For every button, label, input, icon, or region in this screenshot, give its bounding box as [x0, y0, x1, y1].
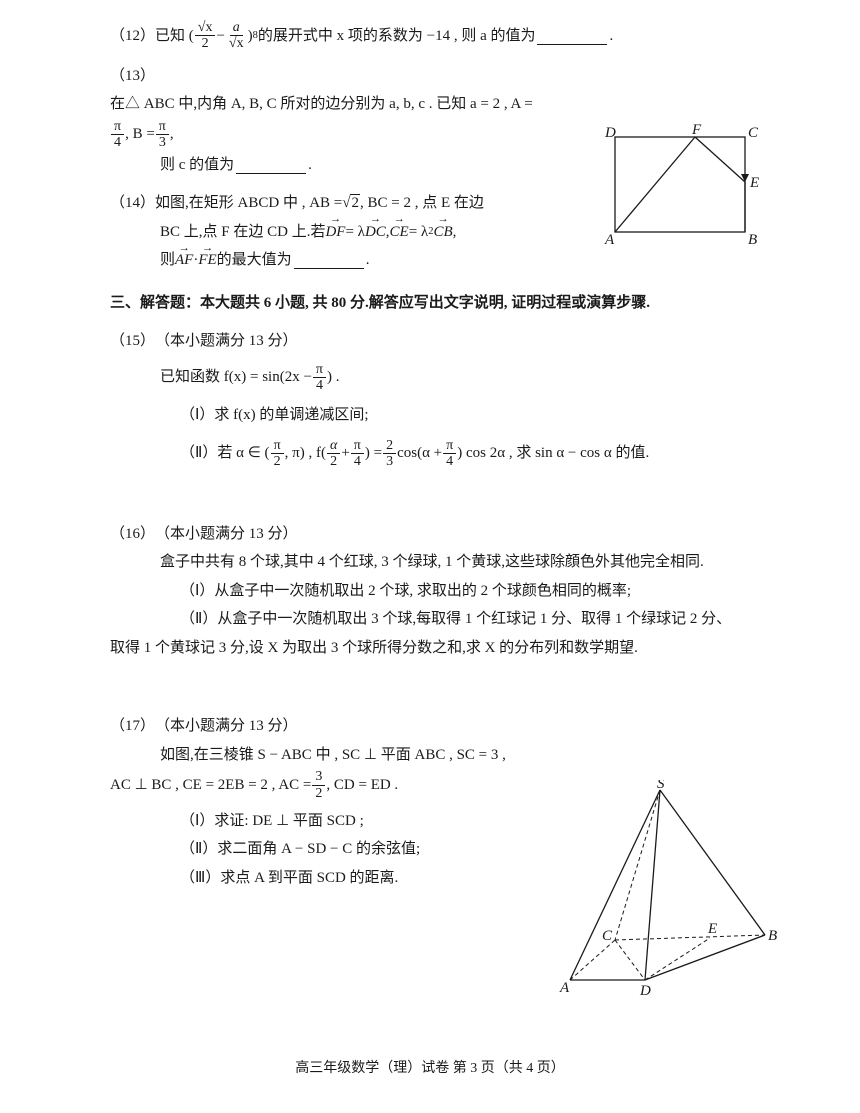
q15-f2d: 23: [383, 438, 396, 470]
lbl-F: F: [691, 122, 702, 138]
q12-pre: 已知 (: [155, 22, 194, 51]
q12-minus: −: [216, 22, 224, 51]
q15-num: （15）: [110, 327, 155, 356]
lbl-E: E: [749, 175, 759, 191]
q13-num: （13）: [110, 62, 155, 91]
q15-frac: π 4: [313, 362, 326, 394]
q17-frac: 3 2: [312, 769, 325, 801]
vec-AF: AF: [175, 246, 193, 275]
q13-fracA: π 4: [111, 119, 124, 151]
q15-p2f: ) cos 2α , 求 sin α − cos α 的值.: [457, 439, 649, 468]
q13-blank: [236, 156, 306, 174]
figure-rectangle: D F C E A B: [600, 122, 765, 252]
q17-p3: （Ⅲ）求点 A 到平面 SCD 的距离.: [110, 864, 520, 893]
q15-f2b: α2: [327, 438, 340, 470]
q13-comma: ,: [170, 120, 174, 149]
q15-body1: 已知函数 f(x) = sin(2x − π 4 ) .: [110, 362, 760, 394]
q16-p2b: 取得 1 个黄球记 3 分,设 X 为取出 3 个球所得分数之和,求 X 的分布…: [110, 634, 760, 663]
q14-l3b: 的最大值为: [217, 246, 292, 275]
q17-p2: （Ⅱ）求二面角 A − SD − C 的余弦值;: [110, 835, 520, 864]
q17-headtxt: （本小题满分 13 分）: [155, 712, 298, 741]
q16-p2: （Ⅱ）从盒子中一次随机取出 3 个球,每取得 1 个红球记 1 分、取得 1 个…: [110, 605, 760, 634]
q16-p1: （Ⅰ）从盒子中一次随机取出 2 个球, 求取出的 2 个球颜色相同的概率;: [110, 577, 760, 606]
vec-CE: CE: [390, 218, 409, 247]
lbl-C: C: [602, 928, 613, 944]
q15-p2: （Ⅱ）若 α ∈ ( π2 , π) , f( α2 + π4 ) = 23 c…: [110, 438, 760, 470]
q14-c2: ,: [453, 218, 457, 247]
vec-CB: CB: [433, 218, 452, 247]
q17-l2a: AC ⊥ BC , CE = 2EB = 2 , AC =: [110, 771, 311, 800]
q13-body2: 则 c 的值为: [160, 151, 234, 180]
lbl-E: E: [707, 921, 717, 937]
q15-p2c: +: [341, 439, 349, 468]
q12-line: （12） 已知 ( √x 2 − a √x )8 的展开式中 x 项的系数为 −…: [110, 20, 760, 52]
q13-period: .: [308, 151, 312, 180]
q12-frac1: √x 2: [195, 20, 216, 52]
q17-p1: （Ⅰ）求证: DE ⊥ 平面 SCD ;: [110, 807, 520, 836]
vec-FE: FE: [198, 246, 216, 275]
q15-head: （15） （本小题满分 13 分）: [110, 327, 760, 356]
q15-p2a: （Ⅱ）若 α ∈ (: [180, 439, 270, 468]
q14-l1a: 如图,在矩形 ABCD 中 , AB =: [155, 189, 342, 218]
q12-tail: 的展开式中 x 项的系数为 −14 , 则 a 的值为: [258, 22, 536, 51]
q17-l1: 如图,在三棱锥 S − ABC 中 , SC ⊥ 平面 ABC , SC = 3…: [110, 741, 520, 770]
q15-f2e: π4: [443, 438, 456, 470]
lbl-B: B: [768, 928, 777, 944]
question-15: （15） （本小题满分 13 分） 已知函数 f(x) = sin(2x − π…: [110, 327, 760, 470]
q16-num: （16）: [110, 520, 155, 549]
figure-pyramid: S A B C D E: [540, 780, 780, 1000]
lbl-S: S: [657, 780, 665, 792]
q15-b1a: 已知函数 f(x) = sin(2x −: [160, 363, 312, 392]
lbl-D: D: [639, 983, 651, 999]
q12-num: （12）: [110, 22, 155, 51]
question-16: （16） （本小题满分 13 分） 盒子中共有 8 个球,其中 4 个红球, 3…: [110, 520, 760, 663]
lbl-A: A: [604, 232, 615, 248]
q16-head: （16） （本小题满分 13 分）: [110, 520, 760, 549]
lbl-B: B: [748, 232, 757, 248]
q15-p1: （Ⅰ）求 f(x) 的单调递减区间;: [110, 401, 760, 430]
q15-p2e: cos(α +: [397, 439, 442, 468]
section-3-header: 三、解答题：本大题共 6 小题, 共 80 分.解答应写出文字说明, 证明过程或…: [110, 289, 760, 318]
q17-head: （17） （本小题满分 13 分）: [110, 712, 520, 741]
lbl-A: A: [559, 980, 570, 996]
q17-num: （17）: [110, 712, 155, 741]
q14-blank: [294, 251, 364, 269]
page-footer: 高三年级数学（理）试卷 第 3 页（共 4 页）: [0, 1056, 860, 1083]
lbl-C: C: [748, 125, 759, 141]
vec-DF: DF: [325, 218, 345, 247]
q15-p2d: ) =: [365, 439, 382, 468]
q15-headtxt: （本小题满分 13 分）: [155, 327, 298, 356]
q14-eq1: = λ: [345, 218, 364, 247]
q15-b1b: ) .: [327, 363, 340, 392]
q15-f2a: π2: [271, 438, 284, 470]
vec-DC: DC: [365, 218, 386, 247]
q12-blank: [537, 27, 607, 45]
q12-frac2: a √x: [226, 20, 247, 52]
q14-l3a: 则: [160, 246, 175, 275]
q17-l2: AC ⊥ BC , CE = 2EB = 2 , AC = 3 2 , CD =…: [110, 769, 520, 801]
q13-line1: （13） 在△ ABC 中,内角 A, B, C 所对的边分别为 a, b, c…: [110, 62, 540, 151]
q17-l2b: , CD = ED .: [326, 771, 398, 800]
q16-body: 盒子中共有 8 个球,其中 4 个红球, 3 个绿球, 1 个黄球,这些球除顔色…: [110, 548, 760, 577]
question-17: （17） （本小题满分 13 分） 如图,在三棱锥 S − ABC 中 , SC…: [110, 712, 520, 892]
q14-period: .: [366, 246, 370, 275]
question-12: （12） 已知 ( √x 2 − a √x )8 的展开式中 x 项的系数为 −…: [110, 20, 760, 52]
q13-fracB: π 3: [156, 119, 169, 151]
q15-f2c: π4: [351, 438, 364, 470]
q14-l3: 则 AF · FE 的最大值为 .: [110, 246, 540, 275]
q16-headtxt: （本小题满分 13 分）: [155, 520, 298, 549]
q14-eq2: = λ: [409, 218, 428, 247]
lbl-D: D: [604, 125, 616, 141]
q13-body1: 在△ ABC 中,内角 A, B, C 所对的边分别为 a, b, c . 已知…: [110, 90, 533, 119]
question-14: （14） 如图,在矩形 ABCD 中 , AB = 2 , BC = 2 , 点…: [110, 189, 540, 275]
q13-mid: , B =: [125, 120, 155, 149]
q12-period: .: [609, 22, 613, 51]
q14-num: （14）: [110, 189, 155, 218]
q15-p2b: , π) , f(: [285, 439, 326, 468]
